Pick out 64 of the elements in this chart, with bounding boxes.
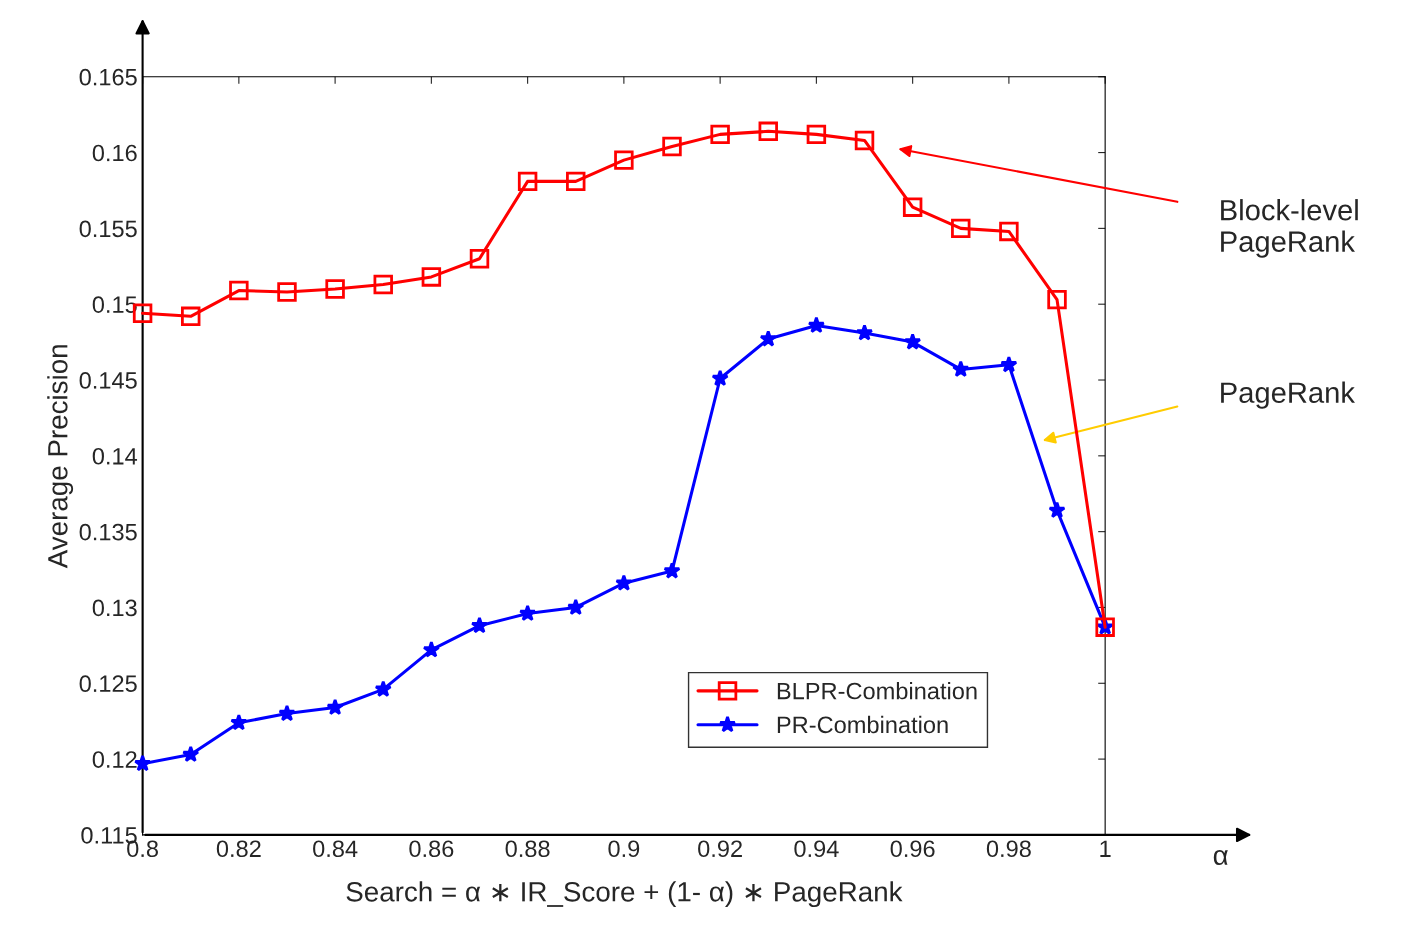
point — [1047, 289, 1067, 310]
y-tick-label: 0.16 — [92, 144, 137, 162]
point — [1000, 355, 1018, 373]
y-tick-label: 0.145 — [79, 372, 137, 389]
point — [181, 306, 201, 327]
text: PageRank — [1221, 381, 1355, 409]
legend-label: BLPR-Combination — [777, 682, 977, 700]
point — [567, 598, 585, 616]
point — [1048, 501, 1066, 518]
x-tick-label: 0.88 — [505, 840, 550, 858]
point — [855, 323, 874, 341]
x-tick-label: 0.84 — [313, 840, 358, 858]
x-tick-label: 0.98 — [986, 840, 1031, 858]
point — [566, 171, 586, 192]
y-tick-label: 0.14 — [92, 447, 138, 465]
point — [373, 274, 393, 295]
point — [277, 282, 297, 302]
point — [470, 616, 489, 634]
point — [758, 121, 778, 142]
point — [422, 640, 441, 658]
x-tick-label: 0.94 — [794, 840, 839, 858]
point — [615, 574, 633, 591]
y-tick-label: 0.135 — [79, 523, 137, 541]
y-tick-label: 0.155 — [79, 220, 137, 238]
x-tick-label: 0.82 — [216, 840, 261, 858]
point — [230, 713, 248, 731]
point — [326, 698, 344, 716]
point — [951, 218, 971, 239]
point — [902, 197, 923, 217]
point — [663, 562, 681, 579]
point — [854, 130, 875, 151]
point — [662, 136, 682, 157]
x-axis-title: Search = α ∗ IR_Score + (1- α) ∗ PageRank — [346, 881, 903, 908]
x-tick-label: 0.96 — [890, 840, 935, 858]
point — [469, 248, 490, 269]
y-tick-label: 0.125 — [79, 675, 137, 693]
point — [374, 680, 392, 697]
point — [710, 124, 730, 145]
x-tick-label: 0.9 — [608, 840, 640, 858]
y-tick-label: 0.12 — [92, 751, 137, 768]
point — [229, 280, 249, 301]
point — [278, 704, 296, 722]
point — [711, 369, 729, 387]
point — [999, 221, 1019, 242]
point — [614, 150, 634, 170]
x-tick-label: 0.92 — [698, 840, 742, 858]
point — [807, 316, 826, 333]
x-tick-label: 0.86 — [409, 840, 454, 858]
x-tick-label: 1 — [1100, 840, 1111, 857]
legend-label: PR-Combination — [777, 715, 948, 734]
point — [759, 330, 777, 347]
y-tick-label: 0.165 — [79, 68, 137, 86]
text: Block-level PageRank — [1221, 199, 1358, 258]
point — [182, 745, 200, 763]
point — [903, 333, 922, 350]
point — [806, 124, 827, 145]
point — [952, 360, 970, 377]
point — [517, 171, 538, 192]
point — [325, 279, 345, 299]
y-tick-label: 0.13 — [92, 599, 137, 617]
y-axis-title: Average Precision — [47, 345, 74, 569]
point — [518, 604, 537, 622]
point — [421, 267, 442, 287]
text: α — [1213, 849, 1228, 866]
